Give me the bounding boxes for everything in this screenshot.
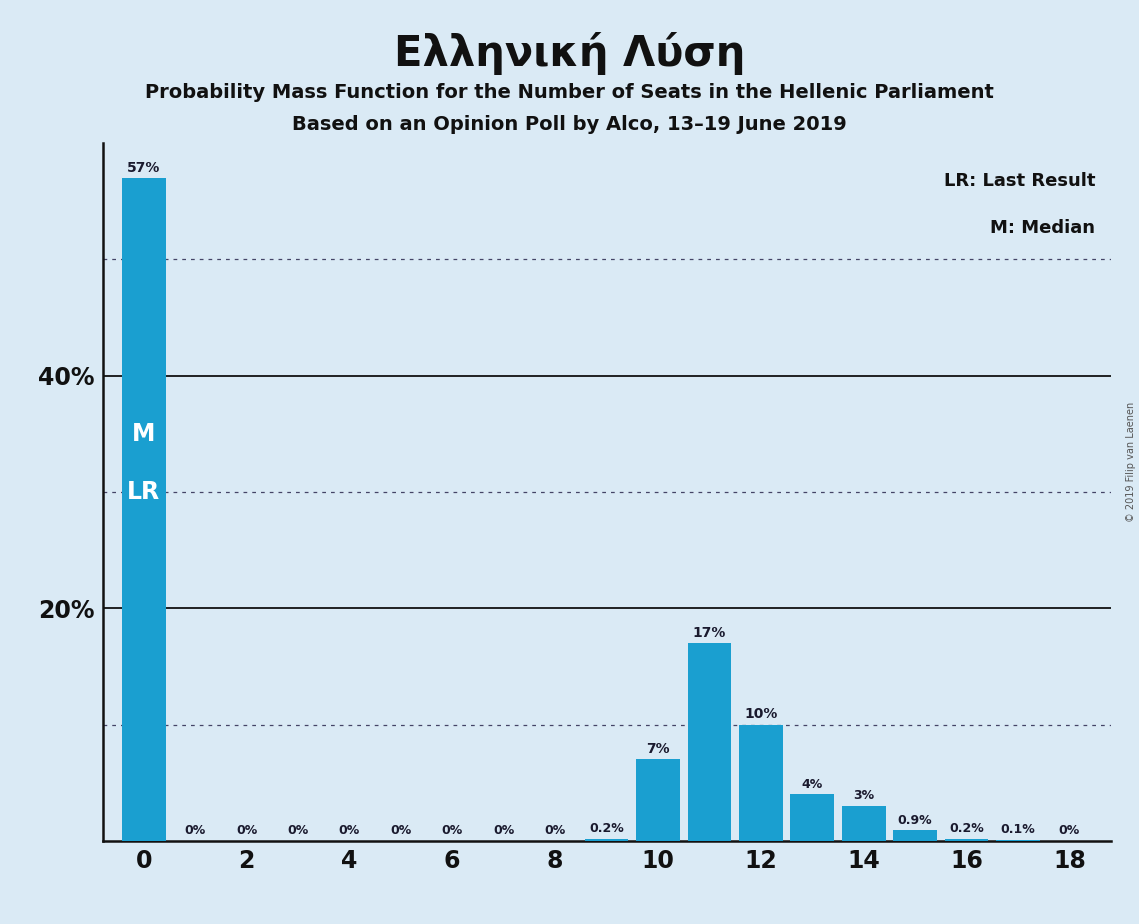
Text: 0%: 0% [1059, 824, 1080, 837]
Text: Probability Mass Function for the Number of Seats in the Hellenic Parliament: Probability Mass Function for the Number… [145, 83, 994, 103]
Text: M: Median: M: Median [990, 219, 1095, 237]
Text: 0%: 0% [338, 824, 360, 837]
Bar [636, 760, 680, 841]
Text: © 2019 Filip van Laenen: © 2019 Filip van Laenen [1126, 402, 1136, 522]
Text: 0%: 0% [391, 824, 411, 837]
Text: Ελληνική Λύση: Ελληνική Λύση [394, 32, 745, 76]
Text: 0.2%: 0.2% [949, 822, 984, 835]
Text: 7%: 7% [646, 742, 670, 756]
Text: 0.1%: 0.1% [1000, 823, 1035, 836]
Bar [893, 831, 937, 841]
Text: 0.2%: 0.2% [589, 822, 624, 835]
Text: 57%: 57% [126, 161, 161, 175]
Text: 0%: 0% [287, 824, 309, 837]
Text: 4%: 4% [802, 778, 822, 791]
Text: 0%: 0% [236, 824, 257, 837]
Bar [842, 806, 885, 841]
Text: 0%: 0% [493, 824, 515, 837]
Bar [944, 838, 989, 841]
Text: LR: Last Result: LR: Last Result [943, 172, 1095, 190]
Bar [688, 643, 731, 841]
Bar [584, 838, 629, 841]
Bar [122, 178, 165, 841]
Text: 0.9%: 0.9% [898, 814, 933, 827]
Text: Based on an Opinion Poll by Alco, 13–19 June 2019: Based on an Opinion Poll by Alco, 13–19 … [292, 115, 847, 134]
Text: 0%: 0% [185, 824, 206, 837]
Text: M: M [132, 421, 155, 445]
Text: 0%: 0% [544, 824, 566, 837]
Bar [790, 795, 834, 841]
Bar [997, 840, 1040, 841]
Text: 17%: 17% [693, 626, 726, 639]
Text: 3%: 3% [853, 789, 875, 802]
Bar [739, 724, 782, 841]
Text: LR: LR [128, 480, 161, 504]
Text: 0%: 0% [442, 824, 462, 837]
Text: 10%: 10% [744, 707, 778, 721]
